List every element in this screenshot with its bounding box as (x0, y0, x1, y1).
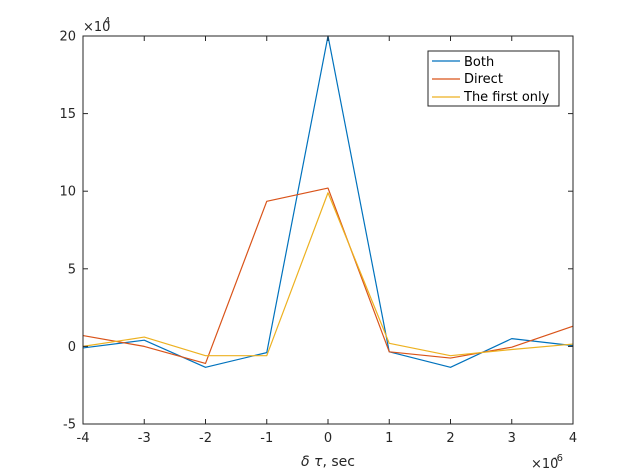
legend-label-first-only: The first only (463, 90, 550, 105)
legend-label-both: Both (464, 55, 494, 70)
legend-label-direct: Direct (464, 72, 503, 87)
y-tick-label: 5 (68, 262, 76, 277)
y-tick-label: -5 (63, 418, 76, 433)
x-tick-label: -2 (199, 431, 212, 446)
x-tick-label: 1 (385, 431, 393, 446)
x-tick-label: 3 (508, 431, 516, 446)
x-tick-label: -1 (260, 431, 273, 446)
x-tick-label: 0 (324, 431, 332, 446)
x-tick-label: 4 (569, 431, 577, 446)
x-tick-label: 2 (446, 431, 454, 446)
x-axis-label: δ τ, sec (301, 454, 355, 470)
x-exponent-base: ×10 (531, 457, 558, 472)
x-tick-label: -3 (138, 431, 151, 446)
series-line-1 (82, 187, 574, 365)
x-axis-label-greek: δ τ (301, 454, 323, 470)
x-tick-label: -4 (77, 431, 90, 446)
y-exponent-power: 4 (104, 16, 110, 27)
y-tick-label: 15 (59, 107, 76, 122)
legend: Both Direct The first only (427, 50, 560, 107)
ticks-layer: -4 -3 -2 -1 0 1 2 3 4 -5 0 5 10 15 20 (59, 30, 577, 447)
x-axis-label-unit: , sec (322, 454, 355, 470)
y-tick-label: 0 (68, 340, 76, 355)
y-tick-label: 20 (59, 30, 76, 45)
series-line-2 (82, 192, 574, 357)
x-exponent-power: -6 (553, 453, 563, 464)
y-tick-label: 10 (59, 185, 76, 200)
y-exponent-base: ×10 (83, 20, 110, 35)
